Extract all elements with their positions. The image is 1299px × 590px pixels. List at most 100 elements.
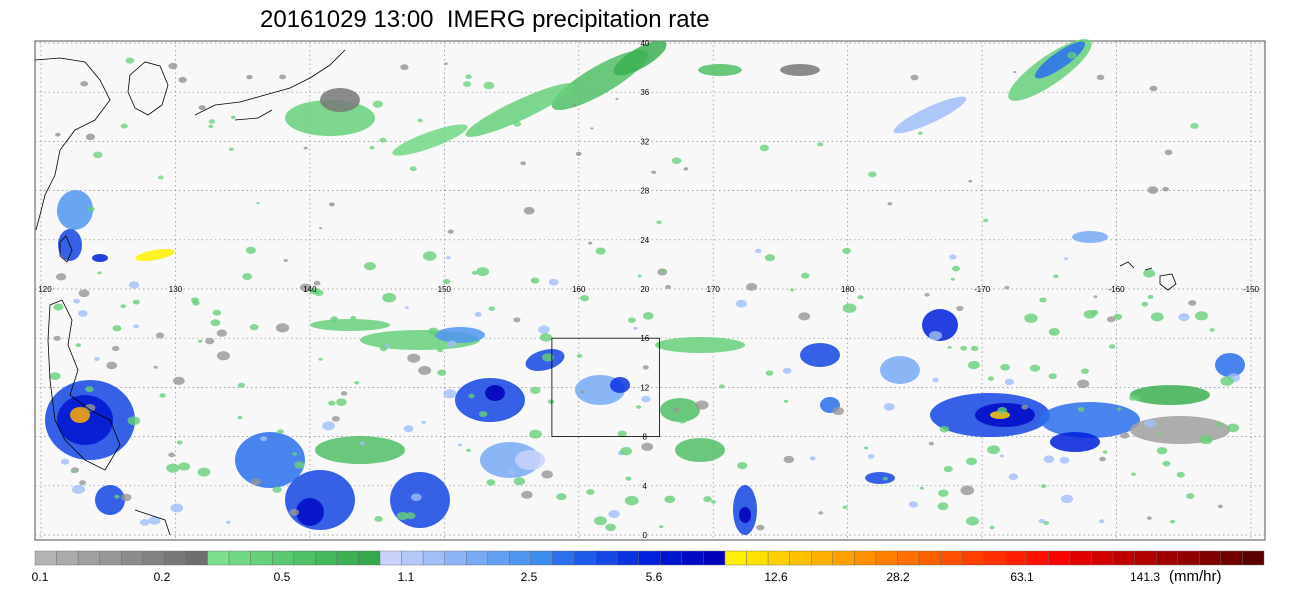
precipitation-speck — [197, 339, 203, 343]
precipitation-speck — [237, 415, 243, 420]
precipitation-speck — [1063, 257, 1069, 261]
precipitation-speck — [661, 269, 667, 274]
precipitation-speck — [444, 62, 448, 65]
precipitation-speck — [474, 312, 482, 317]
latitude-label: 20 — [640, 285, 649, 294]
precipitation-speck — [212, 309, 222, 316]
colorbar-swatch — [422, 550, 445, 566]
precipitation-speck — [868, 171, 877, 178]
precipitation-speck — [125, 57, 135, 64]
precipitation-cell — [92, 254, 108, 262]
precipitation-speck — [210, 319, 221, 327]
colorbar-swatch — [401, 550, 424, 566]
precipitation-speck — [340, 391, 348, 396]
precipitation-speck — [466, 448, 471, 453]
precipitation-speck — [197, 467, 211, 477]
precipitation-speck — [664, 495, 676, 504]
precipitation-speck — [442, 279, 451, 285]
precipitation-speck — [1008, 473, 1019, 481]
coastline-hawaii — [1119, 261, 1177, 291]
precipitation-speck — [695, 400, 709, 410]
precipitation-speck — [678, 418, 687, 424]
precipitation-speck — [651, 170, 657, 175]
precipitation-speck — [359, 441, 365, 446]
precipitation-speck — [883, 402, 895, 411]
precipitation-speck — [471, 270, 478, 275]
colorbar-swatch — [1026, 550, 1049, 566]
precipitation-speck — [294, 461, 305, 469]
precipitation-speck — [421, 420, 426, 424]
precipitation-speck — [1039, 297, 1047, 303]
precipitation-speck — [1102, 450, 1108, 454]
colorbar-swatch — [466, 550, 488, 566]
precipitation-speck — [539, 333, 553, 342]
precipitation-speck — [93, 151, 103, 159]
precipitation-cell — [698, 64, 742, 76]
precipitation-speck — [483, 81, 495, 90]
map-frame — [34, 40, 1266, 541]
precipitation-speck — [120, 123, 128, 129]
precipitation-speck — [334, 456, 340, 460]
colorbar-swatch — [724, 550, 747, 566]
precipitation-speck — [951, 265, 960, 272]
precipitation-speck — [369, 145, 375, 150]
precipitation-speck — [49, 372, 61, 381]
precipitation-speck — [932, 377, 939, 383]
colorbar-swatch — [573, 550, 596, 566]
colorbar-swatch — [811, 550, 833, 566]
colorbar-swatch — [56, 550, 79, 566]
precipitation-speck — [153, 365, 158, 369]
precipitation-speck — [127, 416, 141, 426]
precipitation-speck — [530, 277, 540, 284]
precipitation-speck — [208, 119, 216, 124]
precipitation-speck — [443, 389, 457, 399]
precipitation-speck — [299, 283, 312, 292]
precipitation-speck — [277, 429, 284, 434]
precipitation-cell — [1035, 41, 1085, 79]
colorbar-swatch — [34, 550, 57, 566]
precipitation-speck — [882, 476, 888, 481]
precipitation-speck — [928, 330, 943, 341]
precipitation-speck — [374, 516, 383, 522]
precipitation-speck — [75, 343, 82, 348]
precipitation-speck — [1077, 379, 1090, 389]
precipitation-speck — [523, 206, 535, 215]
colorbar-swatch — [185, 550, 208, 566]
colorbar-tick-label: 141.3 — [1130, 570, 1160, 584]
precipitation-speck — [447, 229, 454, 234]
precipitation-speck — [1098, 519, 1105, 524]
colorbar-swatch — [509, 550, 532, 566]
precipitation-cell — [739, 507, 751, 523]
precipitation-speck — [987, 376, 995, 381]
colorbar — [34, 550, 1265, 566]
coastline-philippines — [47, 299, 121, 471]
precipitation-speck — [548, 278, 559, 286]
precipitation-speck — [529, 429, 542, 439]
colorbar-tick-label: 5.6 — [646, 570, 663, 584]
precipitation-cell — [455, 378, 525, 422]
precipitation-speck — [55, 132, 61, 137]
precipitation-speck — [1162, 460, 1171, 467]
precipitation-cell — [1130, 416, 1230, 444]
precipitation-speck — [283, 259, 288, 263]
precipitation-speck — [1199, 434, 1213, 445]
precipitation-speck — [120, 493, 132, 502]
precipitation-speck — [400, 64, 409, 71]
precipitation-speck — [133, 324, 140, 329]
colorbar-swatch — [832, 550, 855, 566]
latitude-label: 32 — [640, 137, 649, 146]
precipitation-speck — [1146, 516, 1152, 520]
precipitation-speck — [1164, 149, 1173, 155]
precipitation-speck — [1000, 363, 1010, 371]
precipitation-speck — [1004, 285, 1010, 290]
precipitation-speck — [1038, 518, 1046, 524]
precipitation-speck — [580, 295, 589, 302]
latitude-label: 4 — [643, 482, 648, 491]
precipitation-speck — [937, 502, 949, 511]
precipitation-cell — [893, 96, 967, 134]
precipitation-speck — [1096, 74, 1105, 81]
precipitation-speck — [112, 325, 122, 332]
precipitation-speck — [580, 390, 585, 394]
precipitation-speck — [168, 452, 176, 458]
precipitation-speck — [910, 74, 919, 81]
